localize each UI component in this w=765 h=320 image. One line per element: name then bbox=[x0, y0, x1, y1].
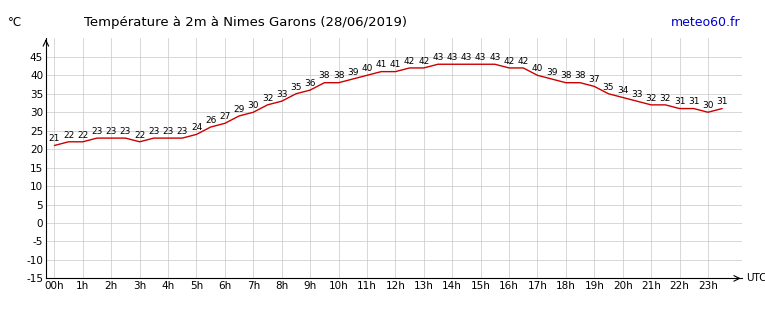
Text: 22: 22 bbox=[134, 131, 145, 140]
Text: °C: °C bbox=[8, 16, 21, 29]
Text: 21: 21 bbox=[49, 134, 60, 143]
Text: 32: 32 bbox=[646, 94, 657, 103]
Text: 23: 23 bbox=[162, 127, 174, 136]
Text: 38: 38 bbox=[575, 71, 586, 81]
Text: 22: 22 bbox=[77, 131, 89, 140]
Text: 30: 30 bbox=[702, 101, 714, 110]
Text: 31: 31 bbox=[674, 97, 685, 106]
Text: 36: 36 bbox=[304, 79, 316, 88]
Text: 43: 43 bbox=[489, 53, 500, 62]
Text: 41: 41 bbox=[376, 60, 387, 69]
Text: 32: 32 bbox=[659, 94, 671, 103]
Text: 43: 43 bbox=[461, 53, 472, 62]
Text: 38: 38 bbox=[318, 71, 330, 81]
Text: 38: 38 bbox=[333, 71, 344, 81]
Text: 38: 38 bbox=[560, 71, 571, 81]
Text: UTC: UTC bbox=[747, 273, 765, 284]
Text: 42: 42 bbox=[418, 57, 429, 66]
Text: 24: 24 bbox=[191, 123, 202, 132]
Text: 23: 23 bbox=[91, 127, 103, 136]
Text: 27: 27 bbox=[220, 112, 230, 121]
Text: 43: 43 bbox=[475, 53, 487, 62]
Text: 23: 23 bbox=[120, 127, 131, 136]
Text: Température à 2m à Nimes Garons (28/06/2019): Température à 2m à Nimes Garons (28/06/2… bbox=[84, 16, 407, 29]
Text: 42: 42 bbox=[404, 57, 415, 66]
Text: 22: 22 bbox=[63, 131, 74, 140]
Text: 40: 40 bbox=[532, 64, 543, 73]
Text: 29: 29 bbox=[233, 105, 245, 114]
Text: 43: 43 bbox=[432, 53, 444, 62]
Text: 35: 35 bbox=[603, 83, 614, 92]
Text: 37: 37 bbox=[588, 75, 600, 84]
Text: 43: 43 bbox=[447, 53, 458, 62]
Text: 33: 33 bbox=[631, 90, 643, 99]
Text: 31: 31 bbox=[716, 97, 728, 106]
Text: meteo60.fr: meteo60.fr bbox=[671, 16, 741, 29]
Text: 23: 23 bbox=[106, 127, 117, 136]
Text: 26: 26 bbox=[205, 116, 216, 125]
Text: 34: 34 bbox=[617, 86, 628, 95]
Text: 42: 42 bbox=[518, 57, 529, 66]
Text: 30: 30 bbox=[248, 101, 259, 110]
Text: 33: 33 bbox=[276, 90, 288, 99]
Text: 39: 39 bbox=[546, 68, 558, 77]
Text: 42: 42 bbox=[503, 57, 515, 66]
Text: 35: 35 bbox=[290, 83, 301, 92]
Text: 40: 40 bbox=[361, 64, 373, 73]
Text: 31: 31 bbox=[688, 97, 699, 106]
Text: 39: 39 bbox=[347, 68, 359, 77]
Text: 32: 32 bbox=[262, 94, 273, 103]
Text: 23: 23 bbox=[148, 127, 160, 136]
Text: 23: 23 bbox=[177, 127, 188, 136]
Text: 41: 41 bbox=[389, 60, 401, 69]
